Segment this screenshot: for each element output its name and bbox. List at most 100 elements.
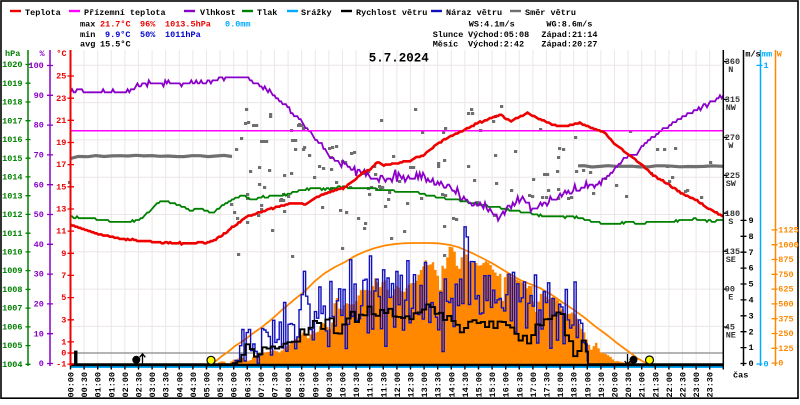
svg-text:1015: 1015 xyxy=(2,154,22,164)
svg-text:50%: 50% xyxy=(140,30,156,40)
svg-text:05:30: 05:30 xyxy=(216,372,226,398)
svg-text:16:00: 16:00 xyxy=(502,372,512,398)
svg-text:15.5°C: 15.5°C xyxy=(100,40,131,50)
svg-text:NW: NW xyxy=(726,103,737,113)
svg-text:19:30: 19:30 xyxy=(597,372,607,398)
svg-text:21.7°C: 21.7°C xyxy=(100,20,131,30)
svg-text:1005: 1005 xyxy=(2,341,22,351)
svg-text:14:30: 14:30 xyxy=(461,372,471,398)
svg-text:360: 360 xyxy=(725,57,740,67)
svg-text:W: W xyxy=(777,50,783,60)
svg-text:Tlak: Tlak xyxy=(257,8,277,18)
svg-text:21:30: 21:30 xyxy=(651,372,661,398)
svg-text:hPa: hPa xyxy=(5,49,20,59)
svg-text:08:30: 08:30 xyxy=(298,372,308,398)
svg-text:Rychlost větru: Rychlost větru xyxy=(356,8,427,18)
svg-text:Měsíc: Měsíc xyxy=(433,40,459,50)
svg-text:2: 2 xyxy=(749,327,754,337)
svg-text:9.9°C: 9.9°C xyxy=(105,30,131,40)
svg-text:270: 270 xyxy=(725,133,740,143)
svg-text:23:30: 23:30 xyxy=(706,372,716,398)
svg-text:11: 11 xyxy=(56,227,66,237)
svg-text:03:30: 03:30 xyxy=(162,372,172,398)
svg-text:avg: avg xyxy=(80,40,95,50)
svg-text:1012: 1012 xyxy=(2,210,22,220)
svg-text:15:00: 15:00 xyxy=(475,372,485,398)
svg-text:18:30: 18:30 xyxy=(570,372,580,398)
svg-text:05:00: 05:00 xyxy=(203,372,213,398)
svg-text:100: 100 xyxy=(28,61,43,71)
svg-text:23:00: 23:00 xyxy=(692,372,702,398)
svg-text:1: 1 xyxy=(764,61,769,71)
svg-text:1019: 1019 xyxy=(2,79,22,89)
svg-text:12:00: 12:00 xyxy=(393,372,403,398)
svg-text:14:00: 14:00 xyxy=(447,372,457,398)
svg-text:135: 135 xyxy=(725,247,740,257)
svg-text:WS:4.1m/s: WS:4.1m/s xyxy=(469,20,515,30)
svg-text:125: 125 xyxy=(778,344,793,354)
svg-text:180: 180 xyxy=(725,209,740,219)
svg-text:17:30: 17:30 xyxy=(543,372,553,398)
svg-text:9: 9 xyxy=(749,216,754,226)
svg-text:60: 60 xyxy=(34,180,44,190)
svg-text:19:00: 19:00 xyxy=(583,372,593,398)
svg-text:min: min xyxy=(80,30,95,40)
svg-text:Teplota: Teplota xyxy=(25,8,61,18)
svg-text:1010: 1010 xyxy=(2,248,22,258)
svg-text:čas: čas xyxy=(733,371,748,381)
svg-text:50: 50 xyxy=(34,210,44,220)
svg-text:23: 23 xyxy=(56,94,66,104)
svg-text:1008: 1008 xyxy=(2,285,22,295)
svg-text:Náraz větru: Náraz větru xyxy=(446,8,502,18)
svg-text:01:30: 01:30 xyxy=(107,372,117,398)
svg-text:4: 4 xyxy=(749,296,754,306)
svg-text:04:30: 04:30 xyxy=(189,372,199,398)
svg-text:500: 500 xyxy=(778,300,793,310)
svg-text:06:00: 06:00 xyxy=(230,372,240,398)
svg-text:13:00: 13:00 xyxy=(420,372,430,398)
svg-text:1006: 1006 xyxy=(2,322,22,332)
svg-text:15: 15 xyxy=(56,182,66,192)
svg-text:17: 17 xyxy=(56,160,66,170)
svg-text:Západ:20:27: Západ:20:27 xyxy=(541,40,597,50)
svg-text:7: 7 xyxy=(61,271,66,281)
svg-text:20:00: 20:00 xyxy=(611,372,621,398)
svg-text:96%: 96% xyxy=(140,20,156,30)
svg-text:625: 625 xyxy=(778,285,793,295)
svg-text:N: N xyxy=(728,65,733,75)
svg-text:750: 750 xyxy=(778,270,793,280)
svg-text:11:00: 11:00 xyxy=(366,372,376,398)
svg-text:3: 3 xyxy=(749,311,754,321)
svg-text:1014: 1014 xyxy=(2,173,22,183)
svg-text:01:00: 01:00 xyxy=(94,372,104,398)
svg-text:0: 0 xyxy=(749,359,754,369)
svg-text:1004: 1004 xyxy=(2,360,22,370)
svg-text:13:30: 13:30 xyxy=(434,372,444,398)
svg-text:90: 90 xyxy=(34,91,44,101)
svg-text:10:30: 10:30 xyxy=(352,372,362,398)
svg-text:90: 90 xyxy=(725,285,735,295)
svg-text:20: 20 xyxy=(34,300,44,310)
svg-text:0: 0 xyxy=(778,359,783,369)
svg-text:%: % xyxy=(39,49,45,59)
svg-text:1013: 1013 xyxy=(2,191,22,201)
svg-text:1: 1 xyxy=(61,338,66,348)
svg-text:1017: 1017 xyxy=(2,116,22,126)
svg-text:375: 375 xyxy=(778,314,793,324)
svg-text:00:30: 00:30 xyxy=(80,372,90,398)
svg-text:1011hPa: 1011hPa xyxy=(165,30,201,40)
svg-text:9: 9 xyxy=(61,249,66,259)
svg-text:SE: SE xyxy=(726,255,736,265)
svg-text:250: 250 xyxy=(778,329,793,339)
svg-text:1125: 1125 xyxy=(778,226,798,236)
svg-text:21: 21 xyxy=(56,116,66,126)
svg-text:1011: 1011 xyxy=(2,229,22,239)
svg-text:875: 875 xyxy=(778,255,793,265)
svg-text:7: 7 xyxy=(749,248,754,258)
svg-text:06:30: 06:30 xyxy=(243,372,253,398)
svg-text:E: E xyxy=(728,293,733,303)
svg-text:W: W xyxy=(728,141,734,151)
svg-text:09:30: 09:30 xyxy=(325,372,335,398)
svg-text:1000: 1000 xyxy=(778,240,798,250)
svg-text:08:00: 08:00 xyxy=(284,372,294,398)
